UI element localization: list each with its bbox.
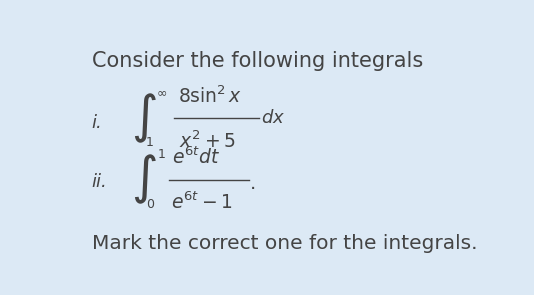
- Text: i.: i.: [92, 114, 103, 132]
- Text: .: .: [250, 174, 256, 193]
- Text: $1$: $1$: [157, 148, 166, 161]
- Text: Consider the following integrals: Consider the following integrals: [92, 51, 423, 71]
- Text: Mark the correct one for the integrals.: Mark the correct one for the integrals.: [92, 235, 477, 253]
- Text: $dx$: $dx$: [261, 109, 286, 127]
- Text: $\int$: $\int$: [131, 91, 156, 145]
- Text: ii.: ii.: [92, 173, 107, 191]
- Text: $1$: $1$: [145, 137, 153, 150]
- Text: $x^2+5$: $x^2+5$: [179, 131, 236, 152]
- Text: $\infty$: $\infty$: [156, 86, 167, 99]
- Text: $0$: $0$: [146, 198, 155, 211]
- Text: $8\sin^2 x$: $8\sin^2 x$: [178, 86, 242, 107]
- Text: $\int$: $\int$: [131, 153, 156, 206]
- Text: $e^{6t}-1$: $e^{6t}-1$: [171, 192, 233, 213]
- Text: $e^{6t}dt$: $e^{6t}dt$: [172, 147, 221, 168]
